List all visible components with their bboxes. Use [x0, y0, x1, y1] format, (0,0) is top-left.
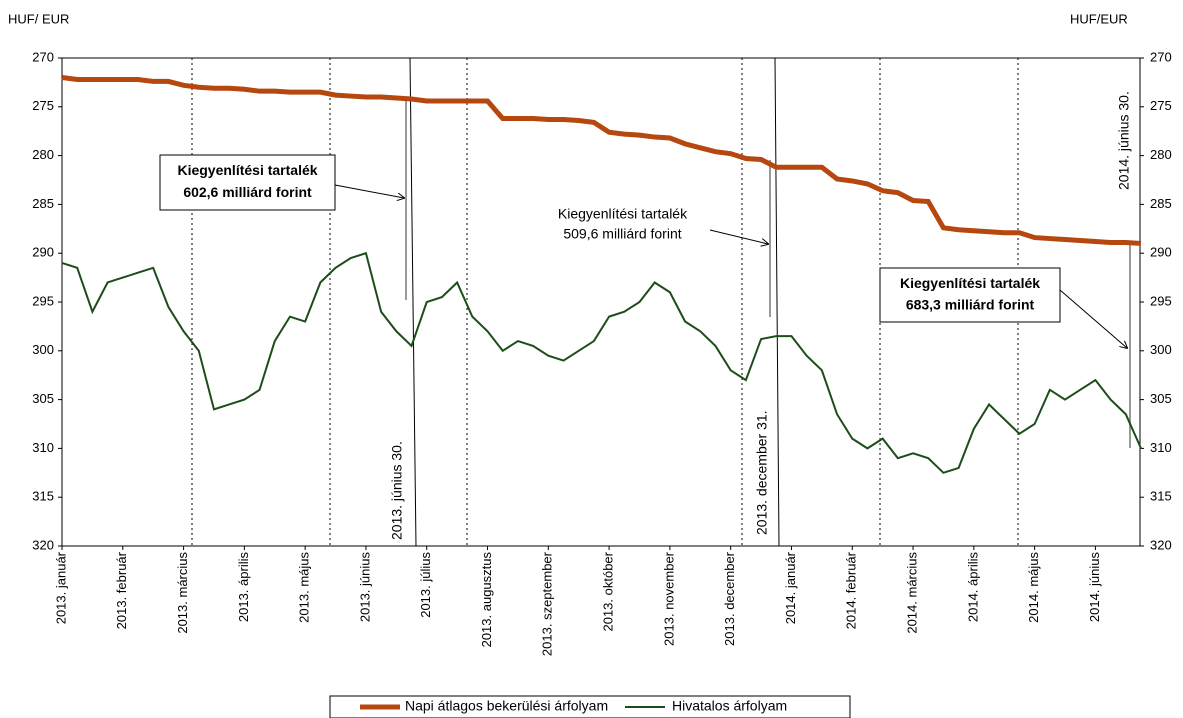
y-tick-label: 280	[32, 147, 54, 162]
x-tick-label: 2013. március	[175, 552, 190, 634]
annotation-arrow	[1059, 289, 1127, 348]
x-tick-label: 2014. március	[904, 552, 919, 634]
grid	[191, 58, 1019, 546]
x-tick-label: 2013. szeptember	[540, 551, 555, 656]
y2-axis-label: HUF/EUR	[1070, 11, 1128, 26]
annotation-text: 683,3 milliárd forint	[906, 297, 1035, 313]
gap-bars	[405, 98, 1131, 448]
x-tick-label: 2013. június	[357, 552, 372, 623]
y2-tick-label: 315	[1150, 489, 1172, 504]
y2-tick-label: 300	[1150, 342, 1172, 357]
y-tick-label: 300	[32, 342, 54, 357]
y2-tick-label: 275	[1150, 98, 1172, 113]
y2-tick-label: 305	[1150, 391, 1172, 406]
annotation-box	[159, 154, 336, 211]
annotation-text: Kiegyenlítési tartalék	[558, 206, 688, 222]
legend-label: Hivatalos árfolyam	[672, 698, 787, 714]
annotation-text: Kiegyenlítési tartalék	[177, 162, 317, 178]
y-tick-label: 310	[32, 440, 54, 455]
y-tick-label: 270	[32, 49, 54, 64]
marker-label: 2013. június 30.	[389, 441, 405, 540]
x-tick-label: 2013. január	[53, 551, 68, 624]
y-tick-label: 320	[32, 537, 54, 552]
y2-tick-label: 270	[1150, 49, 1172, 64]
legend	[329, 695, 851, 718]
x-tick-label: 2014. június	[1087, 552, 1102, 623]
x-tick-label: 2013. október	[601, 551, 616, 631]
y2-tick-label: 285	[1150, 196, 1172, 211]
x-tick-label: 2014. február	[844, 551, 859, 629]
y2-tick-label: 280	[1150, 147, 1172, 162]
series-line	[61, 251, 1142, 474]
legend-label: Napi átlagos bekerülési árfolyam	[405, 698, 608, 714]
marker-label: 2014. június 30.	[1116, 91, 1132, 190]
y2-tick-label: 290	[1150, 245, 1172, 260]
x-tick-label: 2013. április	[236, 552, 251, 623]
x-tick-label: 2014. január	[783, 551, 798, 624]
marker-label: 2013. december 31.	[754, 410, 770, 535]
x-tick-label: 2013. február	[114, 551, 129, 629]
x-tick-label: 2014. április	[965, 552, 980, 623]
x-tick-label: 2013. július	[418, 552, 433, 618]
x-tick-label: 2013. december	[722, 551, 737, 646]
y2-tick-label: 295	[1150, 293, 1172, 308]
y-tick-label: 275	[32, 98, 54, 113]
x-tick-label: 2013. augusztus	[479, 552, 494, 648]
y-tick-label: 315	[32, 489, 54, 504]
x-tick-label: 2013. november	[661, 551, 676, 646]
y2-tick-label: 310	[1150, 440, 1172, 455]
y2-tick-label: 320	[1150, 537, 1172, 552]
marker-lines	[409, 57, 780, 547]
x-tick-label: 2013. május	[297, 552, 312, 623]
x-tick-label: 2014. május	[1026, 552, 1041, 623]
annotation-text: Kiegyenlítési tartalék	[900, 275, 1040, 291]
y-tick-label: 295	[32, 293, 54, 308]
annotation-box	[879, 267, 1061, 323]
y-tick-label: 305	[32, 391, 54, 406]
annotation-arrow	[334, 184, 404, 198]
annotation-arrow	[709, 229, 768, 244]
y-tick-label: 285	[32, 196, 54, 211]
series-line	[61, 75, 1142, 246]
annotation-text: 602,6 milliárd forint	[183, 184, 312, 200]
y-axis-label: HUF/ EUR	[8, 11, 69, 26]
annotation-text: 509,6 milliárd forint	[563, 226, 681, 242]
annotation-box	[535, 200, 710, 250]
y-tick-label: 290	[32, 245, 54, 260]
